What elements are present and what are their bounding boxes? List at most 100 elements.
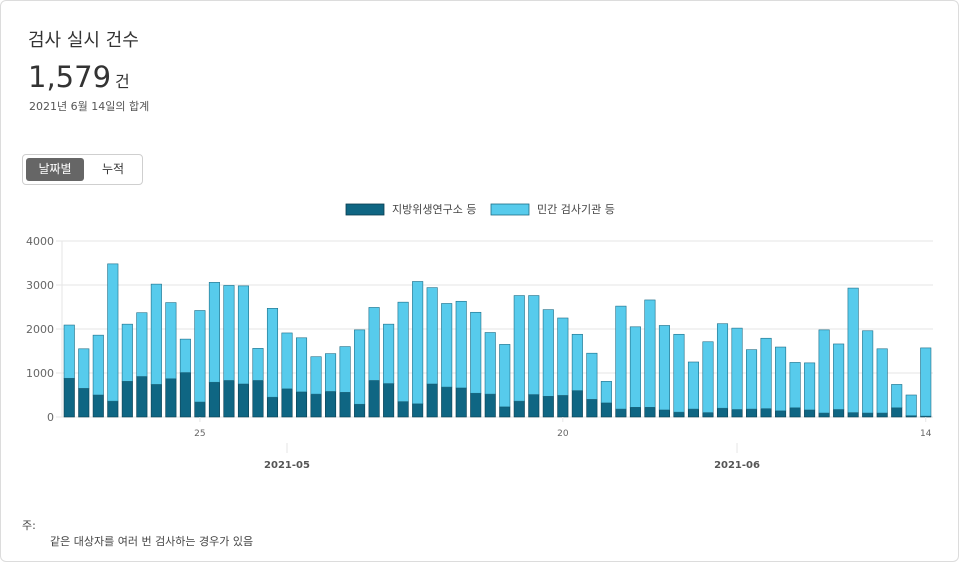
bar-segment-local-2021-05-15: [484, 393, 496, 418]
bar-segment-private-2021-05-28: [673, 333, 685, 413]
bar-segment-private-2021-04-16: [63, 324, 75, 379]
tab-daily[interactable]: 날짜별: [26, 158, 84, 181]
bar-segment-local-2021-04-28: [237, 383, 249, 418]
bar-segment-private-2021-04-27: [223, 285, 235, 381]
bar-segment-local-2021-05-01: [281, 388, 293, 418]
bar-segment-private-2021-05-10: [412, 281, 424, 405]
bar-segment-private-2021-04-29: [252, 348, 264, 381]
tab-cumulative[interactable]: 누적: [101, 162, 125, 176]
month-label: 2021-06: [714, 460, 760, 471]
view-toggle: 날짜별 누적: [22, 154, 143, 185]
bar-segment-private-2021-05-17: [513, 295, 525, 402]
bar-segment-local-2021-06-03: [760, 408, 772, 418]
bar-segment-private-2021-05-31: [716, 323, 729, 409]
bar-segment-local-2021-06-09: [847, 412, 859, 418]
bar-segment-local-2021-04-17: [78, 388, 90, 418]
bar-segment-local-2021-05-31: [716, 407, 729, 418]
bar-segment-private-2021-05-01: [281, 332, 293, 390]
bar-segment-private-2021-05-14: [470, 311, 482, 394]
bar-segment-private-2021-06-07: [818, 329, 830, 414]
bar-segment-local-2021-06-02: [746, 408, 758, 418]
bar-segment-local-2021-05-27: [658, 409, 670, 418]
bar-segment-local-2021-04-18: [92, 394, 104, 418]
bar-segment-private-2021-06-05: [789, 362, 801, 409]
bar-segment-private-2021-05-04: [325, 353, 337, 392]
bar-segment-private-2021-05-07: [368, 307, 380, 381]
bar-segment-local-2021-06-06: [804, 409, 816, 418]
bar-segment-local-2021-05-26: [644, 407, 656, 418]
y-tick-label: 1000: [26, 367, 54, 380]
bar-segment-local-2021-06-11: [876, 412, 888, 418]
bar-segment-private-2021-06-02: [746, 349, 758, 410]
total-count: 1,579 건: [28, 60, 130, 94]
bar-segment-local-2021-06-05: [789, 407, 801, 418]
bar-segment-private-2021-06-10: [862, 330, 874, 414]
bar-segment-local-2021-04-16: [63, 377, 75, 418]
bar-segment-local-2021-05-06: [354, 403, 366, 418]
bar-segment-local-2021-05-03: [310, 393, 322, 418]
bar-segment-local-2021-06-01: [731, 409, 743, 418]
bar-segment-private-2021-05-05: [339, 346, 351, 393]
bar-segment-private-2021-04-26: [208, 282, 220, 383]
total-unit: 건: [115, 72, 130, 91]
bar-segment-private-2021-04-22: [150, 283, 162, 385]
bar-segment-private-2021-05-25: [629, 326, 641, 408]
bar-segment-local-2021-04-30: [266, 396, 279, 418]
bar-segment-private-2021-05-20: [557, 317, 569, 396]
bar-segment-private-2021-05-30: [702, 341, 714, 413]
bar-segment-local-2021-05-08: [383, 383, 395, 418]
legend-item-local-label: 지방위생연구소 등: [392, 203, 476, 216]
y-tick-label: 0: [47, 411, 54, 424]
bar-segment-private-2021-05-06: [354, 329, 366, 405]
bar-segment-local-2021-05-22: [586, 399, 598, 418]
bar-segment-private-2021-06-01: [731, 327, 743, 410]
total-value: 1,579: [28, 60, 112, 94]
bar-segment-private-2021-05-22: [586, 352, 598, 400]
bar-segment-local-2021-05-24: [615, 408, 627, 418]
bar-segment-local-2021-04-23: [165, 378, 177, 418]
bar-segment-local-2021-06-07: [818, 412, 830, 418]
bar-segment-private-2021-06-04: [775, 346, 787, 412]
bar-segment-local-2021-05-20: [557, 395, 569, 418]
bar-segment-private-2021-06-09: [847, 287, 859, 413]
bar-segment-private-2021-04-23: [165, 302, 177, 380]
bar-segment-private-2021-05-08: [383, 323, 395, 384]
bar-segment-private-2021-05-12: [441, 303, 453, 388]
notes-label: 주:: [22, 519, 36, 532]
bar-segment-private-2021-04-25: [194, 310, 206, 403]
bar-segment-private-2021-05-03: [310, 356, 322, 395]
bar-segment-local-2021-05-05: [339, 392, 351, 418]
bar-segment-private-2021-05-29: [687, 361, 700, 410]
bar-segment-local-2021-06-12: [891, 407, 903, 418]
bar-segment-local-2021-04-19: [107, 400, 119, 418]
bar-segment-local-2021-04-24: [179, 372, 191, 418]
bar-segment-local-2021-05-21: [571, 390, 583, 418]
bar-segment-private-2021-06-14: [920, 347, 932, 417]
bar-segment-local-2021-05-11: [426, 383, 438, 418]
x-tick-label: 20: [557, 429, 569, 439]
legend-item-private-swatch: [490, 203, 530, 216]
bar-segment-local-2021-04-27: [223, 380, 235, 418]
bar-segment-private-2021-04-18: [92, 334, 104, 396]
bar-segment-private-2021-06-06: [804, 362, 816, 411]
bar-segment-private-2021-06-11: [876, 348, 888, 414]
bar-segment-private-2021-05-02: [295, 337, 308, 393]
bar-segment-local-2021-04-22: [150, 384, 162, 418]
bar-segment-local-2021-06-08: [833, 409, 845, 418]
bar-segment-local-2021-04-20: [121, 381, 133, 418]
chart-title: 검사 실시 건수: [28, 30, 139, 51]
bar-segment-private-2021-05-21: [571, 333, 583, 391]
bar-segment-local-2021-05-07: [368, 380, 380, 418]
bar-segment-private-2021-05-24: [615, 305, 627, 410]
y-tick-label: 2000: [26, 323, 54, 336]
month-label: 2021-05: [264, 460, 310, 471]
bar-segment-private-2021-06-13: [905, 394, 917, 416]
bar-segment-local-2021-05-25: [629, 407, 641, 418]
bar-segment-private-2021-06-03: [760, 337, 772, 409]
bar-segment-private-2021-04-28: [237, 285, 249, 385]
y-tick-label: 4000: [26, 235, 54, 248]
bar-segment-local-2021-05-28: [673, 411, 685, 418]
bar-segment-private-2021-06-08: [833, 343, 845, 410]
legend-item-local-swatch: [345, 203, 385, 216]
